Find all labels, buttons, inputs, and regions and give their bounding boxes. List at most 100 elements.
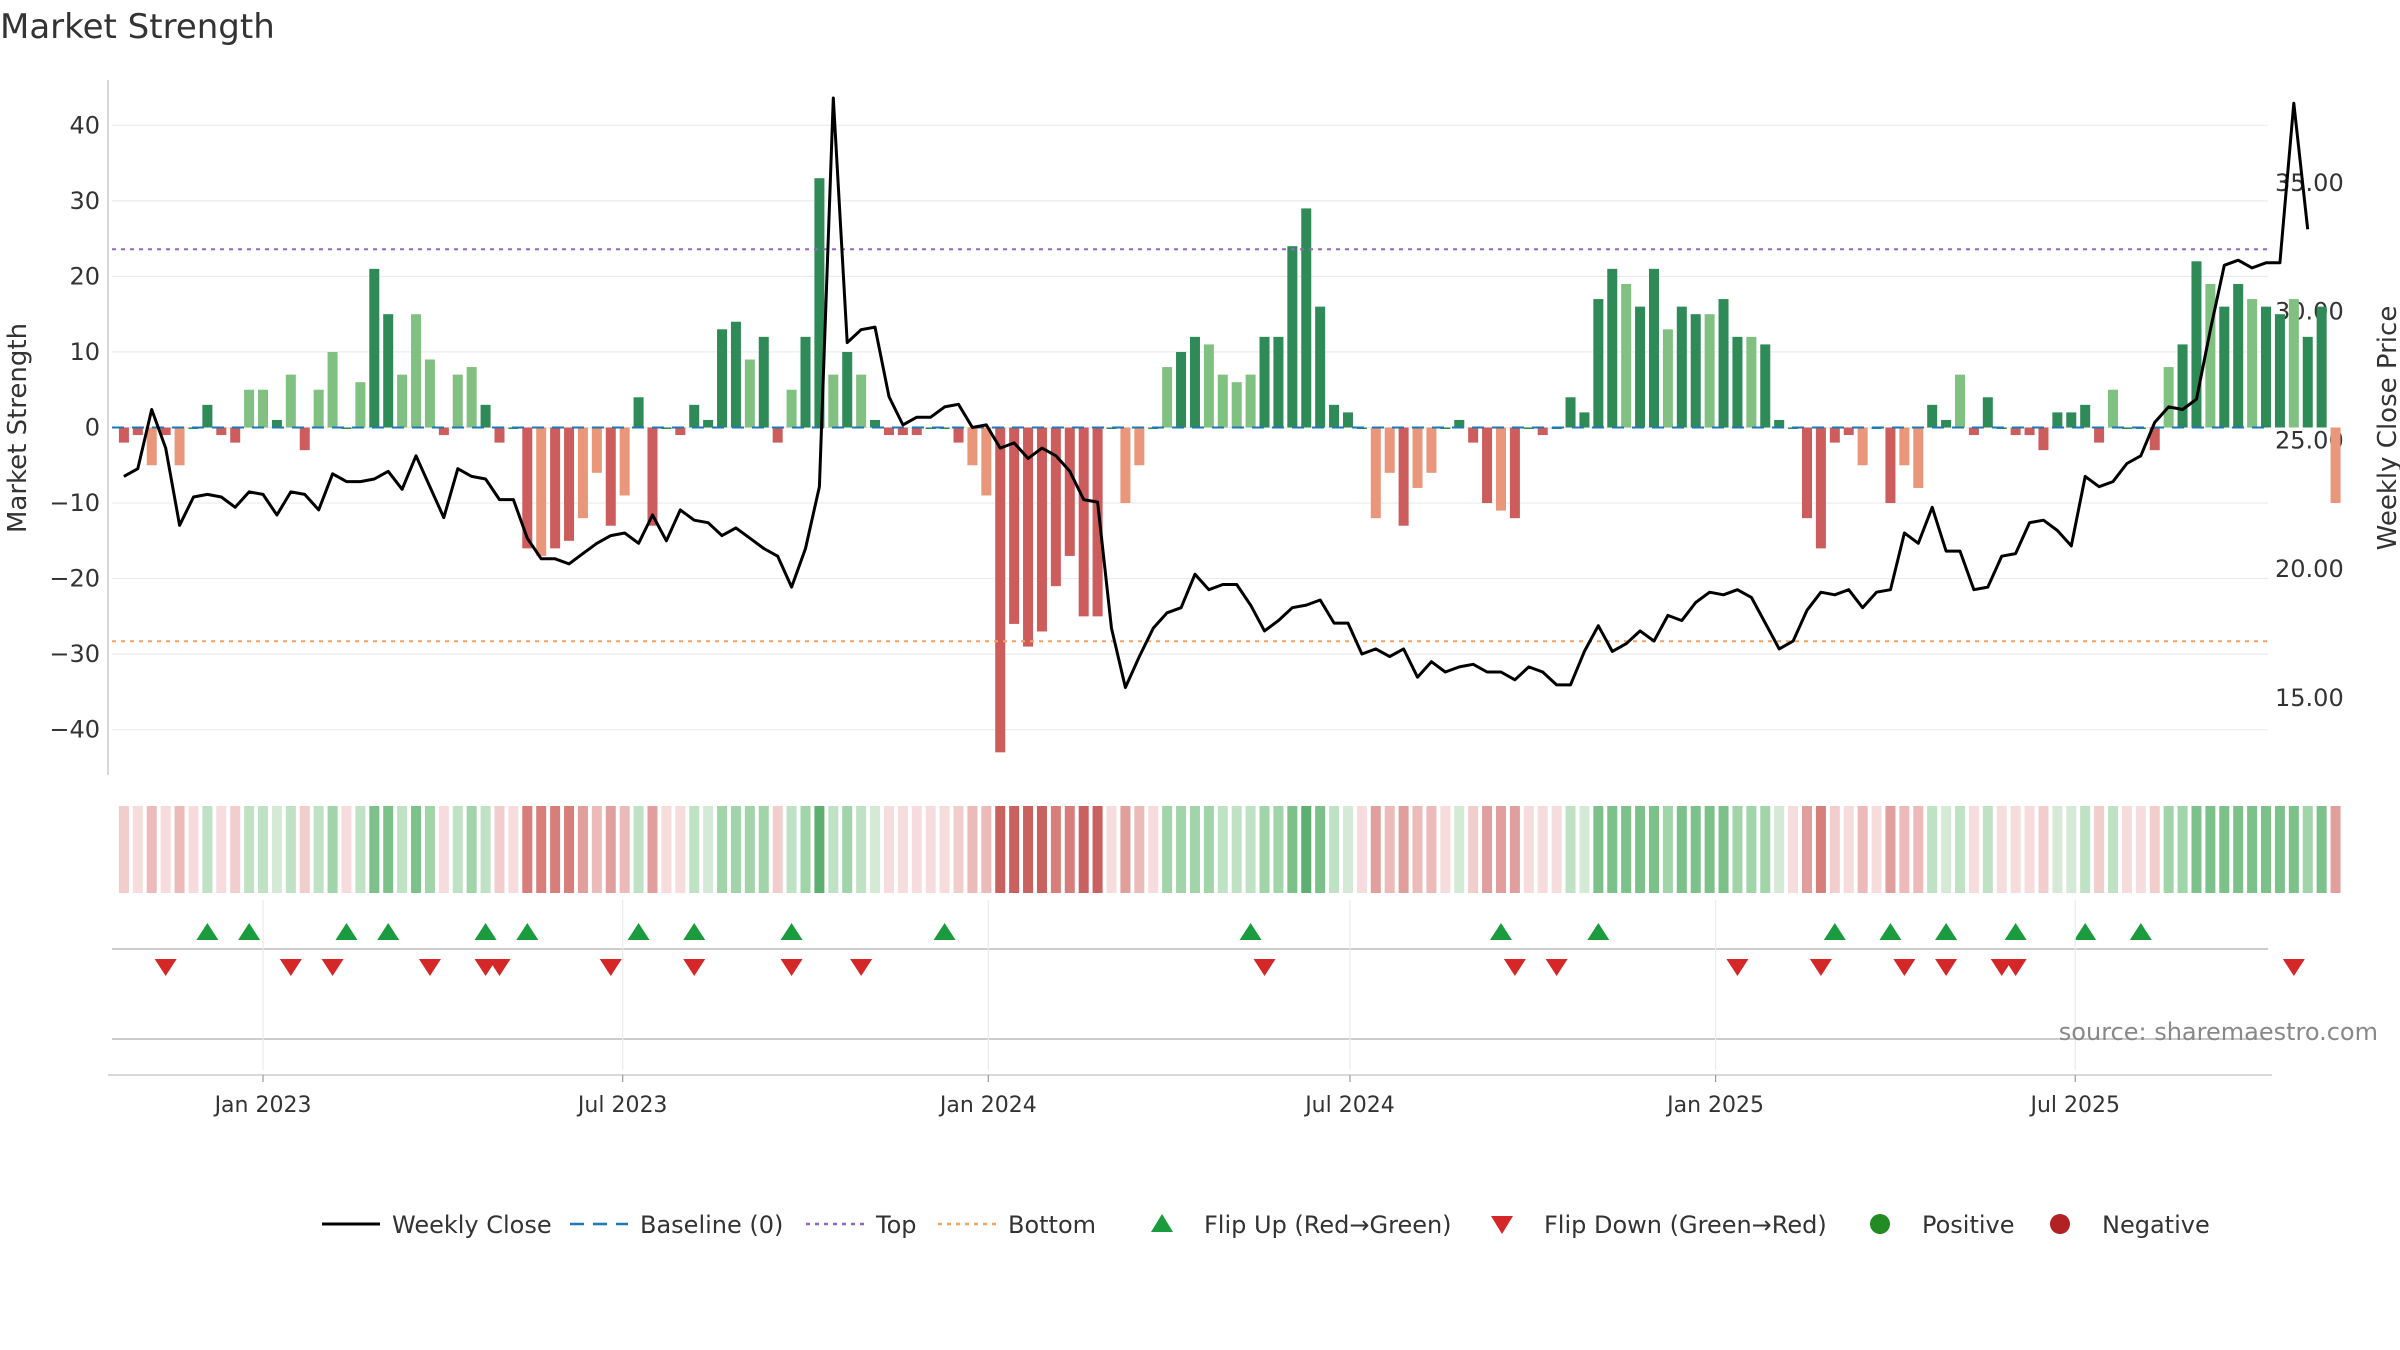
flip-down-marker: [780, 959, 803, 976]
legend-label: Positive: [1922, 1211, 2015, 1239]
strength-bar: [1440, 427, 1451, 429]
strength-bar: [313, 389, 324, 428]
flip-up-marker: [474, 923, 497, 940]
band-cell: [258, 806, 269, 893]
strength-bar: [2274, 314, 2285, 428]
strength-bar: [146, 427, 157, 466]
strength-bar: [1579, 412, 1590, 428]
strength-bar: [1176, 351, 1187, 428]
strength-bar: [550, 427, 561, 549]
flip-down-marker: [2004, 959, 2027, 976]
band-cell: [1495, 806, 1506, 893]
band-cell: [132, 806, 143, 893]
band-cell: [1509, 806, 1520, 893]
band-cell: [2024, 806, 2035, 893]
band-cell: [1120, 806, 1131, 893]
legend-triangle-up-icon: [1151, 1214, 1173, 1232]
strength-bar: [1468, 427, 1479, 443]
strength-bar: [1162, 367, 1173, 428]
band-cell: [536, 806, 547, 893]
band-cell: [1412, 806, 1423, 893]
band-cell: [2177, 806, 2188, 893]
strength-bar: [633, 397, 644, 428]
strength-bar: [397, 374, 408, 428]
band-cell: [1009, 806, 1020, 893]
strength-bar: [786, 389, 797, 428]
strength-bar: [591, 427, 602, 473]
band-cell: [1231, 806, 1242, 893]
band-cell: [1551, 806, 1562, 893]
bottom-panel-gridlines: [262, 900, 2076, 1070]
band-cell: [883, 806, 894, 893]
band-cell: [2149, 806, 2160, 893]
flip-down-marker: [1935, 959, 1958, 976]
band-cell: [1454, 806, 1465, 893]
strength-bar: [2024, 427, 2035, 436]
band-cell: [897, 806, 908, 893]
strength-bar: [814, 178, 825, 428]
strength-bar: [1412, 427, 1423, 488]
band-cell: [466, 806, 477, 893]
band-cell: [438, 806, 449, 893]
strength-bar: [744, 359, 755, 428]
strength-bar: [981, 427, 992, 496]
band-cell: [1384, 806, 1395, 893]
flip-up-marker: [196, 923, 219, 940]
band-cell: [1690, 806, 1701, 893]
band-cell: [327, 806, 338, 893]
strength-bar: [2094, 427, 2105, 443]
band-cell: [494, 806, 505, 893]
band-cell: [856, 806, 867, 893]
band-cell: [1315, 806, 1326, 893]
band-cell: [1203, 806, 1214, 893]
strength-bar: [1913, 427, 1924, 488]
strength-bar: [2066, 412, 2077, 428]
band-cell: [1662, 806, 1673, 893]
flip-down-marker: [1809, 959, 1832, 976]
strength-bar: [2288, 299, 2299, 428]
band-cell: [411, 806, 422, 893]
band-cell: [1704, 806, 1715, 893]
band-cell: [577, 806, 588, 893]
band-cell: [1788, 806, 1799, 893]
strength-bar: [2107, 389, 2119, 428]
flip-down-marker: [1253, 959, 1276, 976]
strength-bar: [2316, 306, 2327, 428]
strength-bar: [230, 427, 241, 443]
band-cell: [633, 806, 644, 893]
strength-bar: [1454, 419, 1465, 428]
strength-bar: [1217, 374, 1228, 428]
strength-bar: [1342, 412, 1353, 428]
strength-bar: [1134, 427, 1145, 466]
strength-bar: [2247, 299, 2258, 428]
band-cell: [814, 806, 825, 893]
strength-bar: [1509, 427, 1520, 519]
y-axis-right-label: Weekly Close Price: [2373, 306, 2400, 551]
strength-bar: [1662, 329, 1673, 428]
legend-item: Flip Down (Green→Red): [1491, 1211, 1827, 1239]
strength-bar: [703, 419, 714, 428]
y2-tick-label: 20.00: [2275, 555, 2344, 583]
strength-bar: [2261, 306, 2272, 428]
strength-bar: [452, 374, 463, 428]
strength-bar: [1857, 427, 1868, 466]
band-cell: [967, 806, 978, 893]
strength-bar: [1982, 397, 1993, 428]
strength-bar: [1287, 246, 1298, 428]
strength-bar: [842, 351, 853, 428]
y-tick-label: −10: [49, 489, 100, 517]
flip-down-marker: [1503, 959, 1526, 976]
strength-bar: [494, 427, 505, 443]
strength-bar: [1968, 427, 1979, 436]
strength-bar: [160, 427, 171, 436]
strength-bar: [577, 427, 588, 519]
band-cell: [1843, 806, 1854, 893]
flip-up-marker: [1239, 923, 1262, 940]
band-cell: [1092, 806, 1103, 893]
strength-bar: [1231, 382, 1242, 428]
band-cell: [981, 806, 992, 893]
strength-bar: [1023, 427, 1034, 647]
flip-down-marker: [488, 959, 511, 976]
band-cell: [1871, 806, 1882, 893]
